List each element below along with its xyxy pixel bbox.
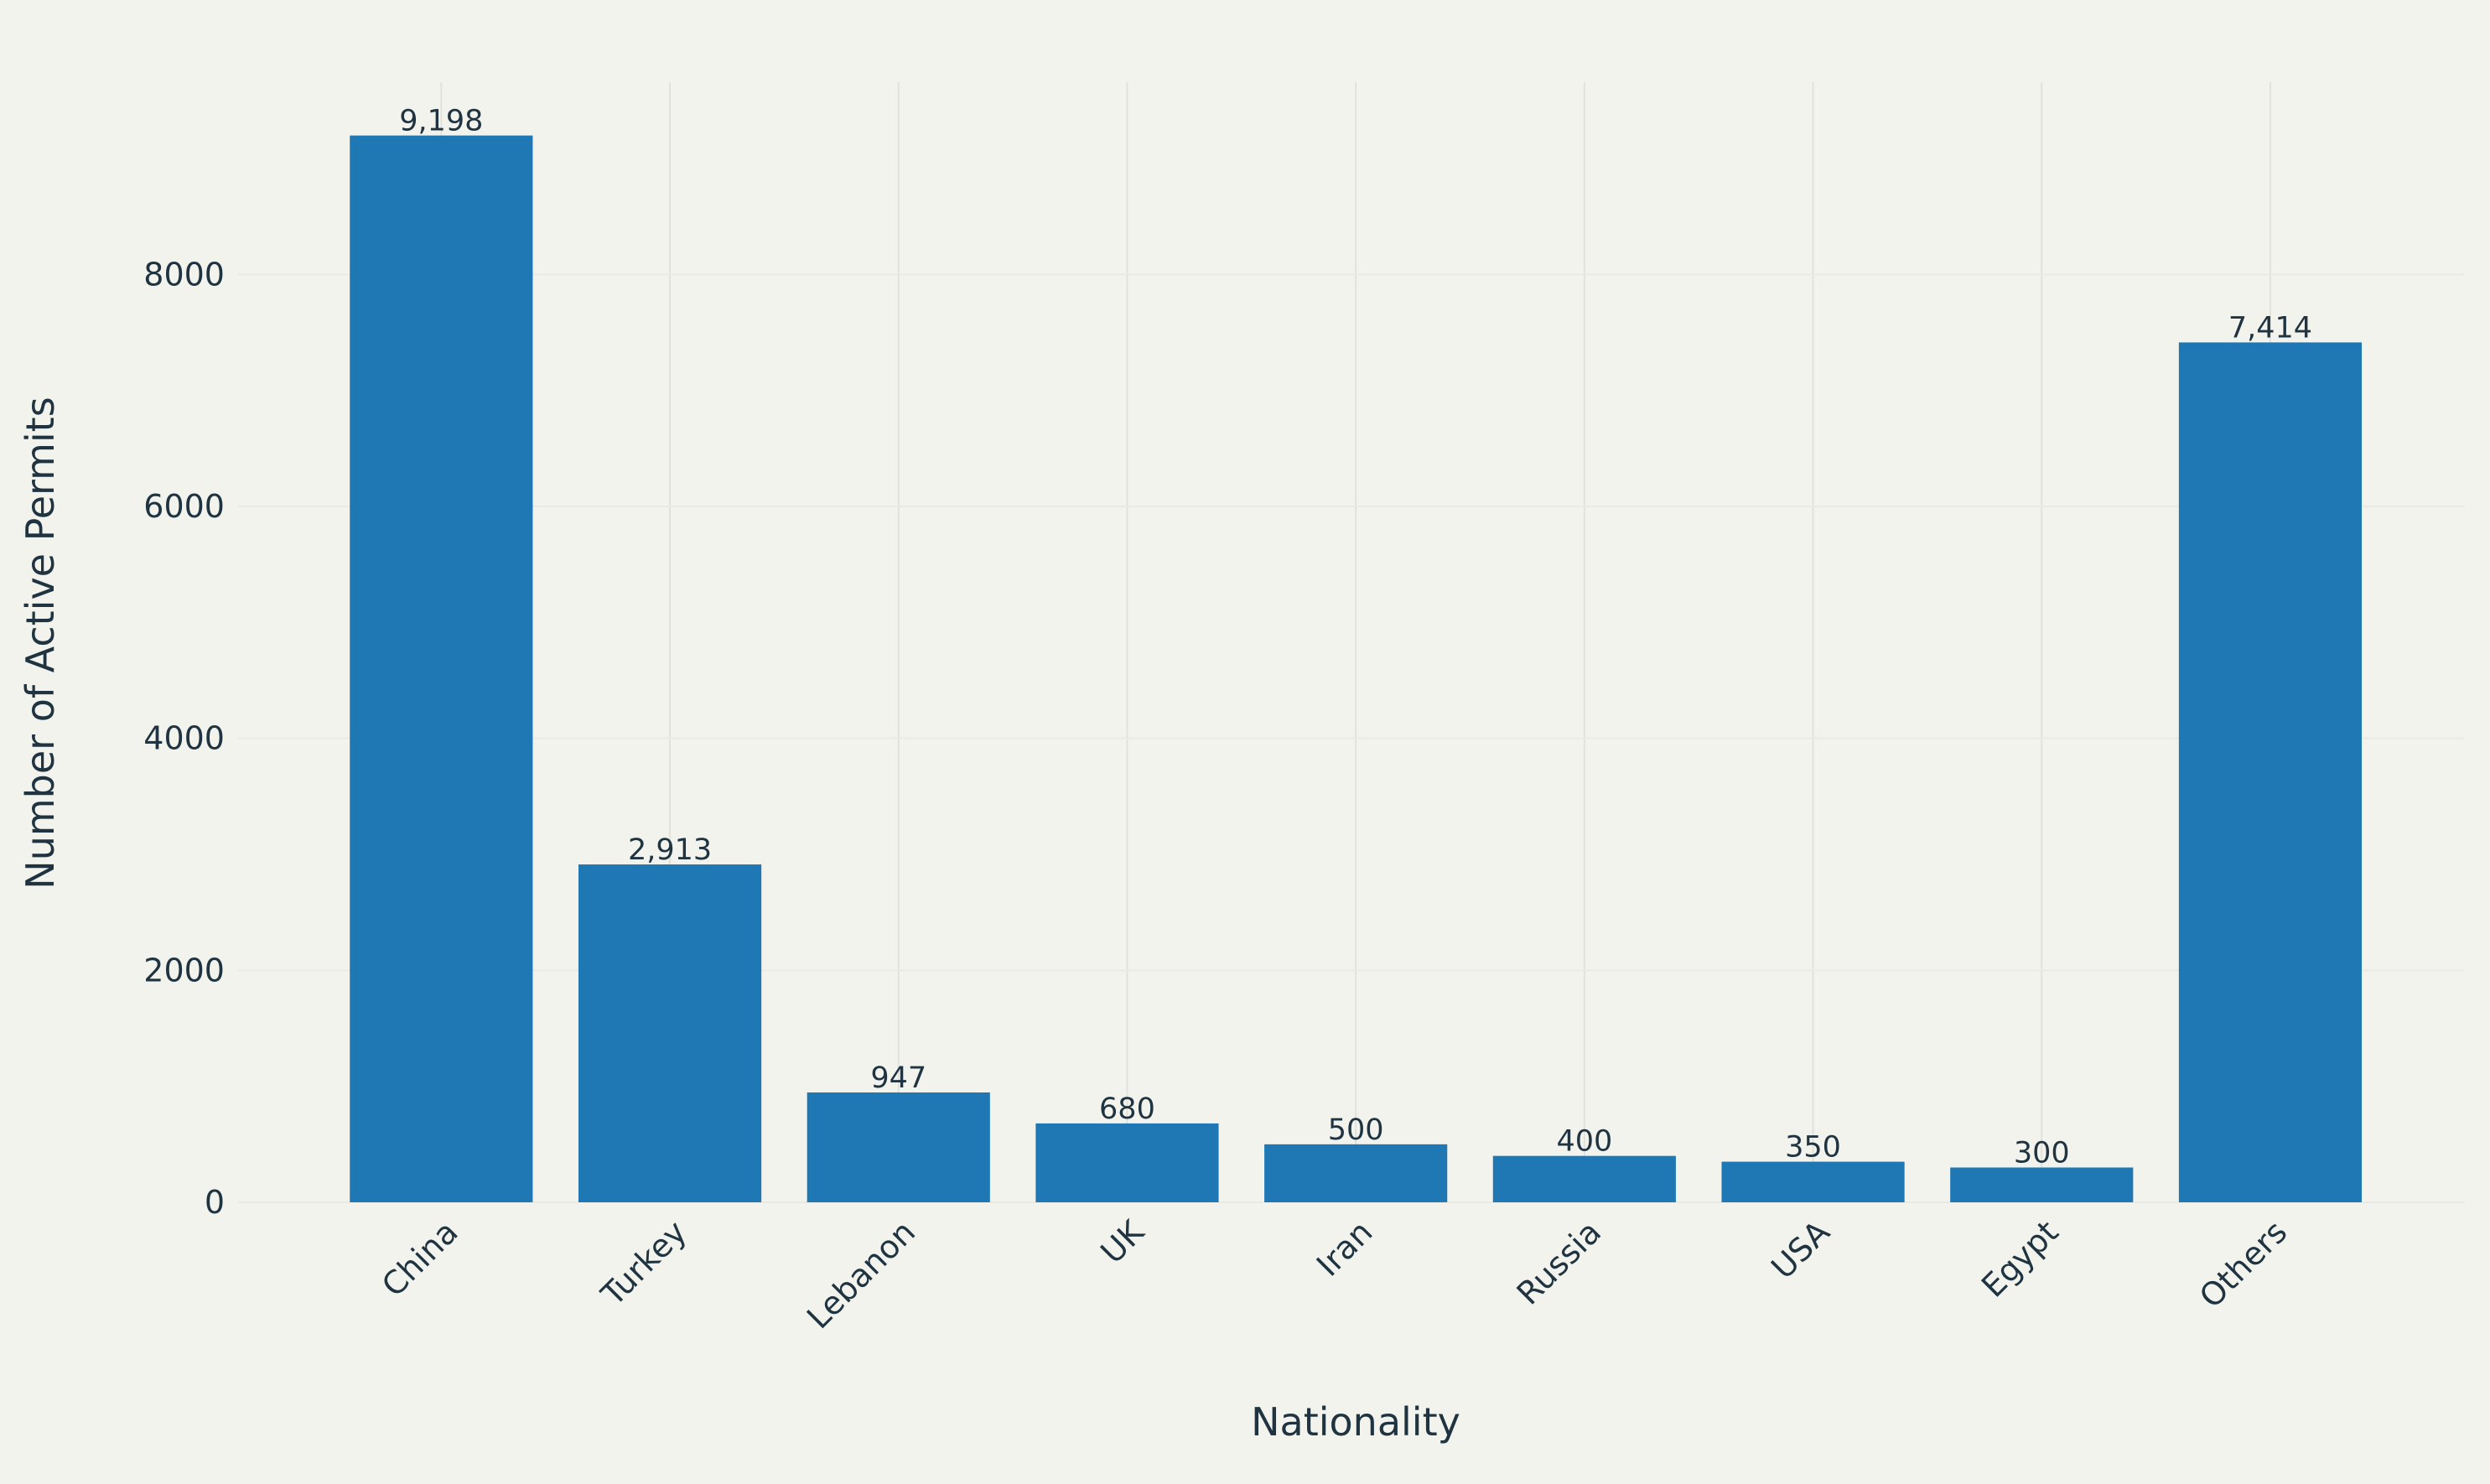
value-label: 500 [1328, 1113, 1384, 1147]
value-label: 2,913 [628, 833, 712, 867]
x-tick-label: Russia [1510, 1213, 1609, 1312]
x-tick-label: Egypt [1974, 1213, 2066, 1305]
x-axis-title: Nationality [1251, 1399, 1460, 1445]
y-tick-label: 6000 [143, 488, 225, 525]
value-label: 400 [1556, 1125, 1612, 1159]
y-axis-title: Number of Active Permits [18, 397, 63, 889]
y-tick-label: 0 [205, 1184, 225, 1221]
value-label: 300 [2014, 1137, 2070, 1170]
x-tick-label: Others [2192, 1213, 2294, 1315]
bar [578, 864, 762, 1202]
bar [1035, 1123, 1219, 1202]
value-label: 947 [870, 1061, 926, 1095]
value-label: 9,198 [399, 105, 483, 138]
bar [807, 1092, 990, 1202]
x-tick-label: UK [1093, 1212, 1151, 1270]
bar [1721, 1161, 1905, 1202]
y-tick-label: 4000 [143, 720, 225, 757]
bar [1950, 1167, 2134, 1202]
value-label: 680 [1099, 1092, 1155, 1126]
bar [1264, 1144, 1448, 1202]
bar [1492, 1155, 1676, 1202]
x-tick-label: Turkey [594, 1213, 693, 1313]
x-tick-label: Iran [1310, 1213, 1380, 1284]
bar [2178, 342, 2363, 1203]
x-tick-label: Lebanon [800, 1213, 922, 1336]
value-label: 350 [1785, 1131, 1841, 1165]
y-tick-label: 2000 [143, 952, 225, 988]
bar [350, 135, 533, 1203]
y-tick-label: 8000 [143, 256, 225, 293]
value-label: 7,414 [2228, 311, 2312, 345]
x-tick-label: USA [1764, 1213, 1837, 1286]
x-tick-label: China [375, 1213, 465, 1304]
